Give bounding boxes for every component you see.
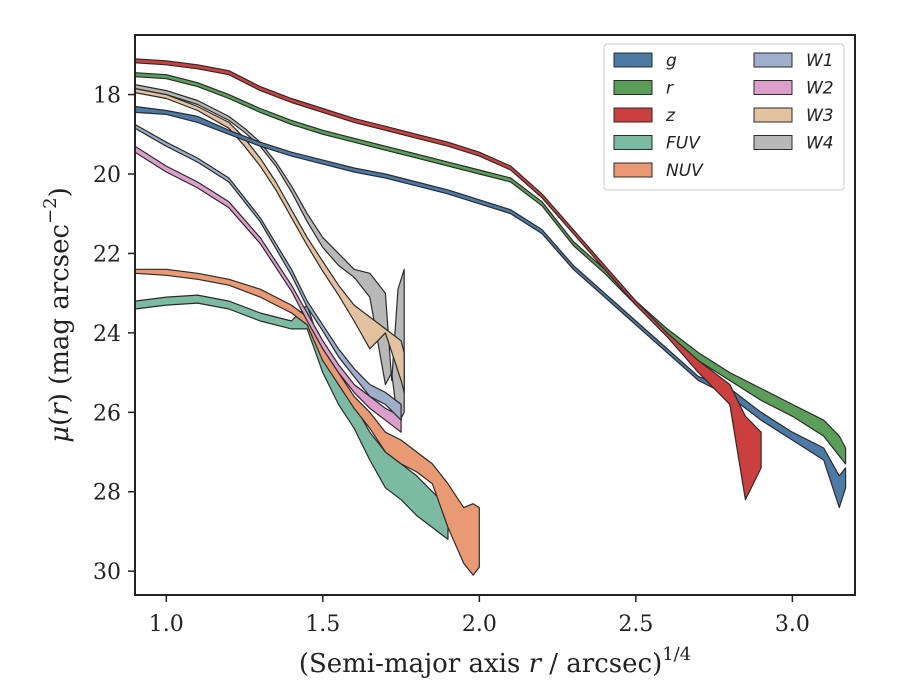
x-tick-label: 2.0	[462, 612, 497, 637]
series-band-w3	[135, 88, 405, 393]
legend-label-g: g	[666, 51, 677, 71]
legend-swatch-fuv	[613, 135, 653, 150]
legend-swatch-w3	[753, 107, 793, 123]
y-tick-label: 28	[93, 481, 121, 506]
legend-label-fuv: FUV	[666, 134, 701, 154]
legend-swatch-g	[613, 52, 653, 68]
y-axis-title: μ(r) (mag arcsec−2)	[40, 187, 75, 443]
x-tick-label: 2.5	[618, 612, 653, 637]
legend-label-w4: W4	[806, 134, 834, 154]
series-band-g	[135, 105, 847, 509]
y-tick-label: 18	[93, 84, 121, 109]
series-band-z	[135, 58, 762, 501]
legend-label-w1: W1	[806, 51, 834, 71]
bands-layer	[135, 58, 847, 576]
legend-label-r: r	[666, 79, 674, 99]
ticks-layer: 1.0 1.5 2.0 2.5 3.0 18 20 22 24 26 28 30	[93, 84, 810, 637]
legend-swatch-w4	[753, 135, 793, 150]
series-band-w1	[135, 123, 402, 421]
y-tick-label: 26	[93, 401, 121, 426]
y-tick-label: 22	[93, 242, 121, 267]
legend-label-w3: W3	[806, 106, 834, 126]
legend-label-w2: W2	[806, 79, 834, 99]
x-tick-label: 1.5	[305, 612, 340, 637]
plot-frame	[134, 34, 856, 596]
legend: grz FUV NUV W1 W2 W3 W4	[603, 43, 845, 191]
x-tick-label: 1.0	[149, 612, 184, 637]
legend-label-z: z	[665, 106, 676, 126]
x-axis-title: (Semi-major axis r / arcsec)1/4	[299, 644, 691, 679]
y-tick-label: 30	[93, 560, 121, 585]
legend-swatch-r	[613, 80, 653, 95]
legend-label-nuv: NUV	[666, 161, 704, 181]
legend-swatch-w2	[753, 80, 793, 95]
y-tick-label: 20	[93, 163, 121, 188]
y-tick-label: 24	[93, 322, 121, 347]
x-tick-label: 3.0	[775, 612, 810, 637]
legend-swatch-w1	[753, 52, 793, 68]
legend-swatch-z	[613, 107, 653, 123]
series-band-r	[135, 72, 847, 465]
legend-swatch-nuv	[613, 162, 653, 178]
series-band-w2	[135, 145, 402, 433]
